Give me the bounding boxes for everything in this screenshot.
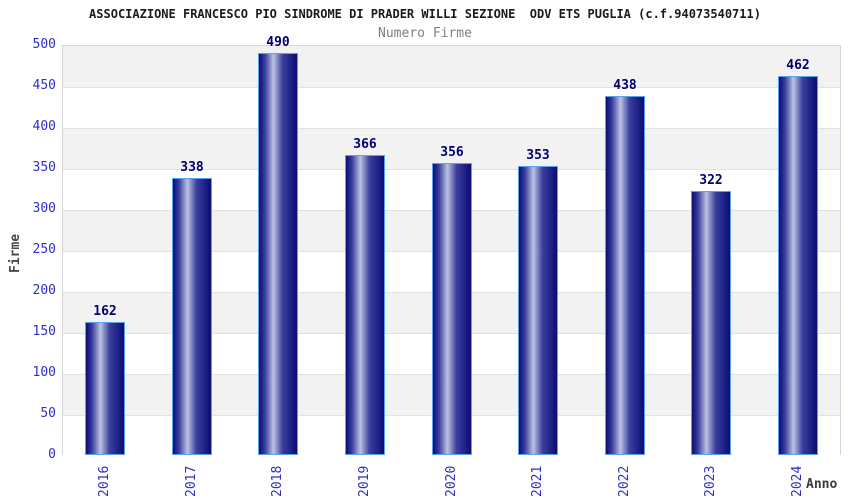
bar-2020 (432, 163, 472, 455)
y-tick-label: 100 (32, 365, 56, 380)
x-tick-label: 2022 (617, 465, 632, 497)
x-tick-label: 2016 (97, 465, 112, 497)
bar-2017 (172, 178, 212, 455)
bar-2018 (258, 53, 298, 455)
bar-2022 (605, 96, 645, 455)
grid-band (63, 128, 840, 169)
bar-value-label: 353 (526, 148, 550, 163)
x-tick-label: 2024 (790, 465, 805, 497)
bar-2019 (345, 155, 385, 455)
y-tick-label: 150 (32, 324, 56, 339)
y-tick-label: 200 (32, 283, 56, 298)
bar-2021 (518, 166, 558, 455)
bar-value-label: 356 (440, 145, 464, 160)
bar-value-label: 162 (93, 304, 117, 319)
x-tick-label: 2019 (357, 465, 372, 497)
grid-band (63, 46, 840, 87)
y-tick-label: 300 (32, 201, 56, 216)
bar-2024 (778, 76, 818, 455)
y-tick-label: 250 (32, 242, 56, 257)
x-tick-label: 2023 (703, 465, 718, 497)
bar-2016 (85, 322, 125, 455)
y-tick-label: 450 (32, 78, 56, 93)
bar-2023 (691, 191, 731, 455)
gridline (63, 128, 840, 129)
y-tick-label: 0 (48, 447, 56, 462)
y-tick-label: 500 (32, 37, 56, 52)
bar-value-label: 322 (699, 173, 723, 188)
y-tick-label: 50 (40, 406, 56, 421)
chart-subtitle: Numero Firme (378, 26, 472, 41)
y-tick-label: 350 (32, 160, 56, 175)
x-tick-label: 2017 (184, 465, 199, 497)
bar-value-label: 490 (266, 35, 290, 50)
x-tick-label: 2021 (530, 465, 545, 497)
grid-band (63, 87, 840, 128)
x-tick-label: 2018 (270, 465, 285, 497)
chart-title: ASSOCIAZIONE FRANCESCO PIO SINDROME DI P… (89, 7, 761, 21)
bar-value-label: 438 (613, 78, 637, 93)
x-axis-title: Anno (806, 477, 838, 492)
bar-value-label: 338 (180, 160, 204, 175)
x-tick-label: 2020 (444, 465, 459, 497)
y-tick-label: 400 (32, 119, 56, 134)
gridline (63, 87, 840, 88)
bar-value-label: 462 (786, 58, 810, 73)
bar-value-label: 366 (353, 137, 377, 152)
